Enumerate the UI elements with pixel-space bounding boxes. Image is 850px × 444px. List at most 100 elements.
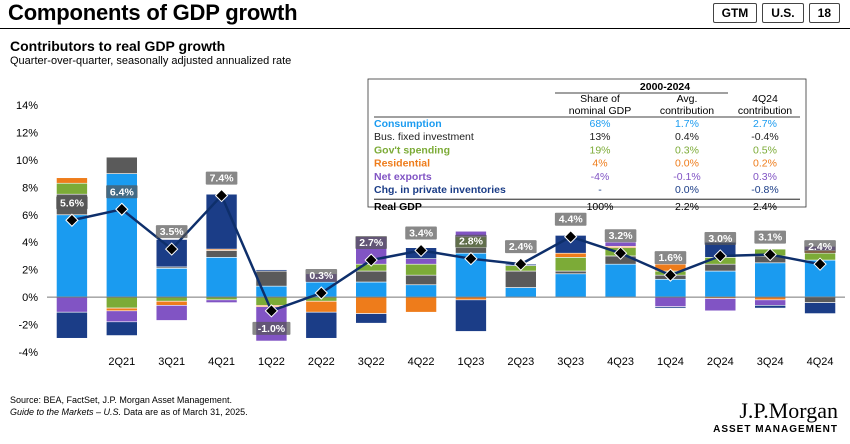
bar-segment-residential [155, 300, 188, 306]
bar-segment-residential [355, 296, 387, 314]
table-cell-4q24: 0.3% [753, 171, 777, 183]
table-total-label: Real GDP [374, 201, 422, 213]
x-tick-label: 3Q24 [757, 356, 784, 368]
real-gdp-marker [164, 242, 179, 256]
real-gdp-label-bg [754, 230, 786, 244]
bar-segment-consumption [704, 270, 737, 298]
table-total-share: 100% [587, 201, 614, 213]
y-tick-label: 10% [16, 155, 38, 167]
y-tick-label: 2% [22, 265, 38, 277]
bar-segment-residential [405, 296, 437, 313]
real-gdp-label-bg [155, 225, 188, 239]
bar-segment-bus_fixed_investment [205, 250, 238, 258]
x-tick-label: 1Q23 [457, 356, 484, 368]
bar-segment-private_inventories [804, 302, 836, 314]
bar-segment-govt_spending [255, 296, 288, 306]
real-gdp-label-bg [554, 212, 587, 226]
real-gdp-label-bg [252, 321, 291, 335]
table-cell-share: - [598, 184, 602, 196]
bar-segment-net_exports [155, 305, 188, 321]
real-gdp-marker [464, 251, 478, 266]
real-gdp-marker [264, 304, 279, 318]
bar-segment-consumption [505, 287, 537, 298]
guide-date: Data are as of March 31, 2025. [121, 407, 248, 417]
table-cell-share: 19% [589, 144, 610, 156]
header-rule [0, 28, 850, 29]
col-share-header: Share of [580, 93, 620, 105]
bar-segment-consumption [355, 281, 387, 298]
x-tick-label: 1Q24 [657, 356, 684, 368]
bar-segment-residential [56, 177, 88, 184]
table-row-label: Net exports [374, 171, 432, 183]
col-share-header: nominal GDP [569, 105, 631, 117]
table-cell-4q24: -0.4% [751, 131, 778, 143]
chart-subtitle: Quarter-over-quarter, seasonally adjuste… [10, 55, 292, 67]
bar-segment-net_exports [106, 310, 138, 323]
logo-wordmark: J.P.Morgan [739, 398, 838, 423]
bar-segment-govt_spending [56, 182, 88, 195]
tag-gtm: GTM [712, 3, 758, 23]
jpmorgan-logo: J.P.Morgan ASSET MANAGEMENT [713, 398, 838, 436]
real-gdp-marker [563, 230, 578, 244]
x-tick-label: 4Q24 [807, 356, 834, 368]
y-tick-label: 14% [16, 100, 38, 112]
table-cell-avg: 1.7% [675, 118, 699, 130]
page-tags: GTM U.S. 18 [712, 3, 840, 23]
real-gdp-marker [414, 243, 428, 258]
table-total-avg: 2.2% [675, 201, 699, 213]
real-gdp-line [71, 193, 821, 313]
table-cell-4q24: 0.2% [753, 158, 777, 170]
table-row-label: Residential [374, 158, 430, 170]
table-cell-4q24: 2.7% [753, 118, 777, 130]
table-row-label: Consumption [374, 118, 442, 130]
real-gdp-label: -1.0% [258, 323, 286, 335]
col-4q24-header: 4Q24 [752, 93, 778, 105]
x-tick-label: 2Q21 [108, 356, 135, 368]
real-gdp-label: 2.8% [459, 236, 484, 248]
bar-segment-net_exports [654, 296, 687, 308]
real-gdp-label: 4.4% [559, 214, 584, 226]
x-tick-label: 4Q23 [607, 356, 634, 368]
real-gdp-marker [364, 253, 378, 267]
bar-segment-bus_fixed_investment [704, 263, 737, 272]
guide-title: Guide to the Markets – U.S. [10, 407, 122, 417]
table-cell-avg: 0.0% [675, 158, 699, 170]
bar-segment-net_exports [754, 299, 786, 306]
x-tick-label: 3Q21 [158, 356, 185, 368]
real-gdp-label-bg [405, 226, 437, 240]
y-tick-label: -2% [18, 320, 38, 332]
bar-segment-govt_spending [405, 263, 437, 276]
real-gdp-marker [713, 249, 728, 263]
real-gdp-label-bg [106, 185, 138, 199]
table-period: 2000-2024 [640, 81, 690, 93]
real-gdp-label-bg [205, 171, 238, 185]
real-gdp-marker [813, 257, 827, 271]
bar-segment-residential [106, 307, 138, 312]
summary-table [367, 78, 807, 208]
bar-segment-bus_fixed_investment [554, 270, 587, 275]
table-cell-share: -4% [591, 171, 610, 183]
y-tick-label: 4% [22, 237, 38, 249]
y-tick-label: -4% [18, 347, 38, 359]
real-gdp-label-bg [505, 240, 537, 254]
real-gdp-label: 3.2% [609, 230, 634, 242]
real-gdp-label-bg [305, 268, 338, 282]
bar-segment-govt_spending [554, 257, 587, 272]
bar-segment-govt_spending [106, 296, 138, 309]
real-gdp-label-bg [704, 231, 737, 245]
real-gdp-label: 3.5% [160, 226, 185, 238]
real-gdp-marker [663, 268, 678, 282]
y-tick-label: 12% [16, 127, 38, 139]
real-gdp-label: 3.1% [758, 232, 783, 244]
page-title: Components of GDP growth [8, 0, 298, 25]
x-tick-label: 4Q21 [208, 356, 235, 368]
table-row-label: Bus. fixed investment [374, 131, 474, 143]
bar-segment-residential [554, 252, 587, 258]
x-tick-label: 3Q22 [358, 356, 385, 368]
real-gdp-label: 5.6% [60, 197, 85, 209]
real-gdp-marker [613, 246, 628, 260]
x-tick-label: 3Q23 [557, 356, 584, 368]
bar-segment-consumption [405, 284, 437, 298]
bar-segment-private_inventories [654, 306, 687, 309]
real-gdp-label: 2.4% [808, 241, 833, 253]
